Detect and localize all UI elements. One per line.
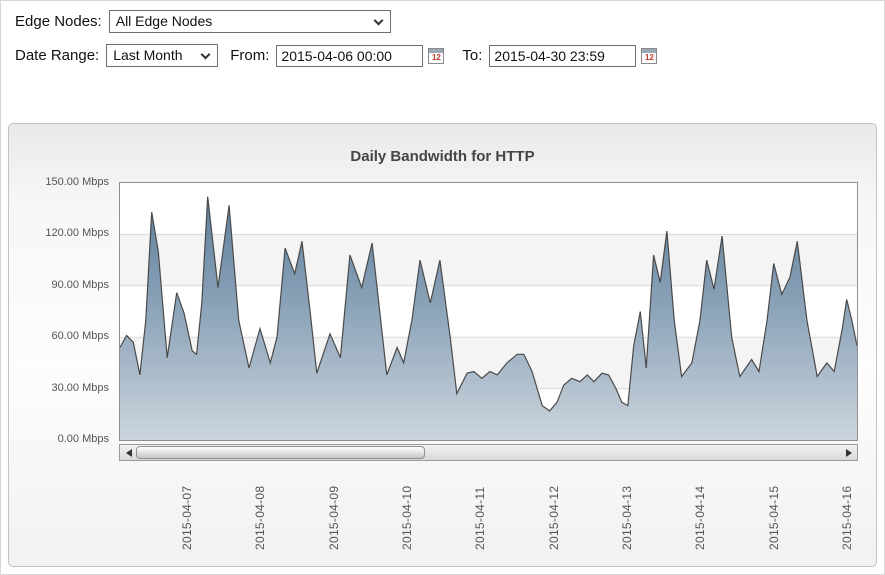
bandwidth-area-series	[120, 196, 857, 440]
date-range-select[interactable]: Last Month	[106, 44, 219, 67]
plot-band	[120, 234, 857, 286]
y-axis-tick-label: 0.00 Mbps	[57, 433, 109, 445]
y-axis-tick-label: 30.00 Mbps	[51, 381, 109, 394]
edge-nodes-select[interactable]: All Edge Nodes	[108, 10, 391, 33]
edge-nodes-label: Edge Nodes:	[15, 13, 102, 30]
x-axis-tick-label: 2015-04-10	[399, 485, 414, 550]
bandwidth-chart-panel: Daily Bandwidth for HTTP 150.00 Mbps 120.…	[8, 123, 877, 567]
to-label: To:	[462, 47, 483, 64]
calendar-icon-day: 12	[431, 52, 441, 62]
date-range-label: Date Range:	[15, 47, 100, 64]
y-axis-tick-label: 150.00 Mbps	[45, 176, 109, 188]
x-axis-tick-label: 2015-04-12	[547, 485, 562, 550]
x-axis-tick-label: 2015-04-09	[326, 485, 341, 550]
y-axis-tick-label: 60.00 Mbps	[51, 330, 109, 343]
plot-band	[120, 285, 857, 338]
chevron-down-icon	[373, 15, 384, 26]
date-range-row: Date Range: Last Month From: 12 To: 12	[15, 44, 667, 67]
calendar-icon[interactable]: 12	[428, 47, 445, 64]
from-date-input[interactable]	[276, 44, 424, 67]
calendar-icon[interactable]: 12	[641, 47, 658, 64]
from-label: From:	[230, 47, 270, 64]
bandwidth-series-line	[119, 196, 858, 412]
x-axis-tick-label: 2015-04-08	[253, 485, 268, 550]
x-axis-tick-label: 2015-04-11	[472, 486, 487, 551]
scroll-left-button[interactable]	[120, 445, 136, 460]
calendar-icon-day: 12	[644, 52, 654, 62]
chart-scrollbar[interactable]	[119, 444, 858, 461]
chevron-down-icon	[200, 49, 211, 60]
edge-nodes-selected-value: All Edge Nodes	[115, 13, 213, 29]
filter-bar: Edge Nodes: All Edge Nodes Date Range: L…	[1, 1, 884, 123]
scrollbar-track[interactable]	[136, 445, 841, 460]
edge-nodes-row: Edge Nodes: All Edge Nodes	[15, 10, 391, 33]
chart-plot-area	[119, 182, 858, 441]
x-axis-tick-label: 2015-04-15	[766, 485, 781, 550]
scrollbar-thumb[interactable]	[136, 446, 426, 459]
date-range-selected-value: Last Month	[113, 47, 183, 63]
scroll-right-button[interactable]	[841, 445, 857, 460]
y-axis-tick-label: 90.00 Mbps	[51, 278, 109, 291]
x-axis-tick-label: 2015-04-13	[620, 485, 635, 550]
calendar-icon-header	[429, 48, 444, 53]
x-axis-tick-label: 2015-04-14	[693, 485, 708, 550]
right-arrow-icon	[845, 448, 856, 457]
bandwidth-area-chart	[119, 183, 858, 440]
plot-band	[120, 183, 857, 235]
left-arrow-icon	[122, 448, 132, 457]
y-axis-tick-label: 120.00 Mbps	[45, 227, 109, 240]
to-date-input[interactable]	[489, 44, 637, 67]
x-axis-tick-label: 2015-04-16	[839, 485, 854, 550]
chart-title: Daily Bandwidth for HTTP	[350, 148, 535, 165]
calendar-icon-header	[642, 48, 657, 53]
x-axis-tick-label: 2015-04-07	[180, 485, 195, 550]
